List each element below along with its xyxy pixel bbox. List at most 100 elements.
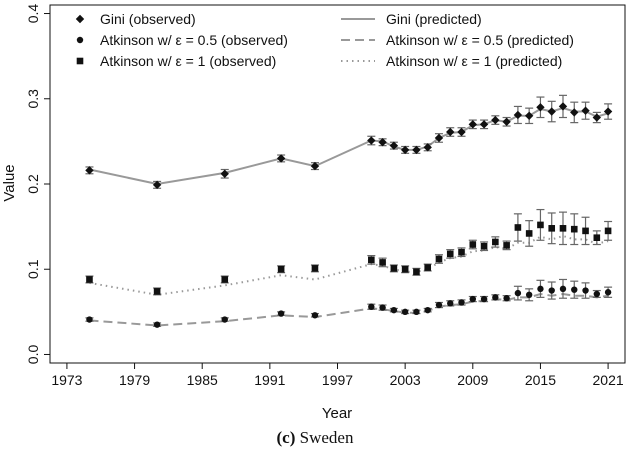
legend: Gini (observed) Atkinson w/ ε = 0.5 (obse… xyxy=(75,11,574,69)
data-point xyxy=(379,304,386,311)
data-point xyxy=(277,265,285,273)
x-tick-label: 2015 xyxy=(525,372,556,388)
data-point xyxy=(446,127,455,137)
data-point xyxy=(367,136,376,145)
data-point xyxy=(401,308,409,316)
data-point xyxy=(492,294,499,301)
data-point xyxy=(480,295,488,303)
x-tick-label: 2003 xyxy=(390,372,421,388)
data-point xyxy=(536,103,545,112)
legend-label: Atkinson w/ ε = 1 (predicted) xyxy=(386,53,562,69)
data-point xyxy=(592,113,602,122)
data-point xyxy=(559,285,567,293)
x-tick-label: 1985 xyxy=(187,372,218,388)
data-point xyxy=(400,145,410,155)
legend-marker xyxy=(76,36,84,44)
data-point xyxy=(368,256,375,264)
data-point xyxy=(491,115,500,125)
series-line-5 xyxy=(89,234,609,296)
legend-label: Atkinson w/ ε = 0.5 (observed) xyxy=(100,32,288,48)
series-line-4 xyxy=(89,292,609,327)
x-tick-label: 1991 xyxy=(254,372,285,388)
data-point xyxy=(435,255,443,263)
y-tick-label: 0.1 xyxy=(25,259,41,279)
data-point xyxy=(502,117,511,126)
y-tick-label: 0.4 xyxy=(25,4,41,24)
data-point xyxy=(458,248,465,256)
data-point xyxy=(492,238,499,246)
data-point xyxy=(480,242,488,250)
data-point xyxy=(86,276,93,283)
data-point xyxy=(458,299,465,306)
x-tick-label: 1979 xyxy=(119,372,150,388)
data-point xyxy=(221,276,229,283)
legend-marker xyxy=(76,57,84,65)
data-point xyxy=(503,295,510,302)
data-point xyxy=(548,287,555,294)
data-point xyxy=(593,290,601,298)
data-point xyxy=(389,141,399,150)
data-point xyxy=(311,265,319,272)
data-point xyxy=(514,289,522,297)
data-point xyxy=(558,102,568,111)
legend-label: Gini (predicted) xyxy=(386,11,482,27)
data-point xyxy=(379,259,386,266)
data-point xyxy=(390,306,398,314)
data-point xyxy=(220,169,229,178)
data-point xyxy=(604,289,612,296)
series-points-0 xyxy=(85,94,613,190)
caption-text: Sweden xyxy=(299,428,354,447)
x-tick-label: 2009 xyxy=(457,372,488,388)
data-point xyxy=(413,268,420,276)
y-tick-label: 0.2 xyxy=(25,174,41,194)
data-point xyxy=(457,127,466,137)
series-points-2 xyxy=(85,208,613,296)
data-point xyxy=(423,143,432,152)
data-point xyxy=(571,286,578,293)
data-point xyxy=(152,180,162,190)
legend-label: Atkinson w/ ε = 0.5 (predicted) xyxy=(386,32,574,48)
data-point xyxy=(368,303,375,310)
data-point xyxy=(424,306,431,314)
series-points-1 xyxy=(85,278,613,328)
data-point xyxy=(593,234,601,241)
series-line-3 xyxy=(89,107,609,186)
data-point xyxy=(153,288,161,295)
data-point xyxy=(276,154,286,163)
y-tick-label: 0.3 xyxy=(25,89,41,109)
data-point xyxy=(537,285,544,293)
data-point xyxy=(469,295,476,303)
data-point xyxy=(413,308,420,316)
data-point xyxy=(401,265,409,273)
data-point xyxy=(390,265,398,272)
x-tick-label: 1997 xyxy=(322,372,353,388)
legend-marker xyxy=(75,14,85,24)
data-point xyxy=(86,316,93,323)
caption-tag: (c) xyxy=(276,428,296,447)
data-point xyxy=(582,227,589,235)
data-point xyxy=(582,287,589,294)
data-point xyxy=(469,241,477,248)
x-tick-label: 2021 xyxy=(593,372,624,388)
data-point xyxy=(570,225,578,233)
data-point xyxy=(221,316,228,323)
data-point xyxy=(85,166,94,175)
sweden-inequality-chart: 1973 1979 1985 1991 1997 2003 2009 2015 2021 0.0 0… xyxy=(1,4,626,422)
data-point xyxy=(468,120,477,129)
x-axis-title: Year xyxy=(322,405,352,422)
data-point xyxy=(412,145,421,155)
data-point xyxy=(537,221,544,229)
data-point xyxy=(479,120,489,129)
data-point xyxy=(311,312,319,319)
data-point xyxy=(378,138,387,147)
axis-layer: 1973 1979 1985 1991 1997 2003 2009 2015 2021 0.0 0… xyxy=(25,4,624,388)
data-point xyxy=(446,250,454,258)
data-point xyxy=(559,225,567,232)
legend-label: Gini (observed) xyxy=(100,11,196,27)
data-point xyxy=(435,301,443,309)
data-point xyxy=(547,107,556,116)
data-point xyxy=(525,291,533,299)
data-point xyxy=(525,230,533,237)
data-point xyxy=(277,310,285,317)
data-point xyxy=(434,133,444,143)
